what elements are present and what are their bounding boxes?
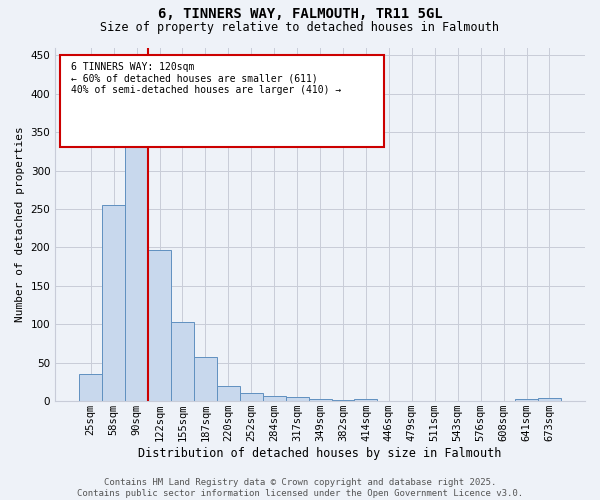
Bar: [217, 386, 240, 401]
Bar: [102, 205, 125, 401]
Bar: [332, 400, 355, 401]
Text: Size of property relative to detached houses in Falmouth: Size of property relative to detached ho…: [101, 21, 499, 34]
X-axis label: Distribution of detached houses by size in Falmouth: Distribution of detached houses by size …: [139, 447, 502, 460]
Bar: [263, 396, 286, 401]
Bar: [240, 394, 263, 401]
Bar: [538, 398, 561, 401]
Bar: [79, 374, 102, 401]
Bar: [286, 398, 308, 401]
Bar: [355, 399, 377, 401]
Text: 6 TINNERS WAY: 120sqm
← 60% of detached houses are smaller (611)
40% of semi-det: 6 TINNERS WAY: 120sqm ← 60% of detached …: [71, 62, 341, 95]
Bar: [194, 358, 217, 401]
Bar: [308, 399, 332, 401]
Bar: [125, 138, 148, 401]
Bar: [515, 399, 538, 401]
Bar: [171, 322, 194, 401]
Text: Contains HM Land Registry data © Crown copyright and database right 2025.
Contai: Contains HM Land Registry data © Crown c…: [77, 478, 523, 498]
Text: 6, TINNERS WAY, FALMOUTH, TR11 5GL: 6, TINNERS WAY, FALMOUTH, TR11 5GL: [158, 8, 442, 22]
FancyBboxPatch shape: [61, 54, 383, 146]
Y-axis label: Number of detached properties: Number of detached properties: [15, 126, 25, 322]
Bar: [148, 250, 171, 401]
